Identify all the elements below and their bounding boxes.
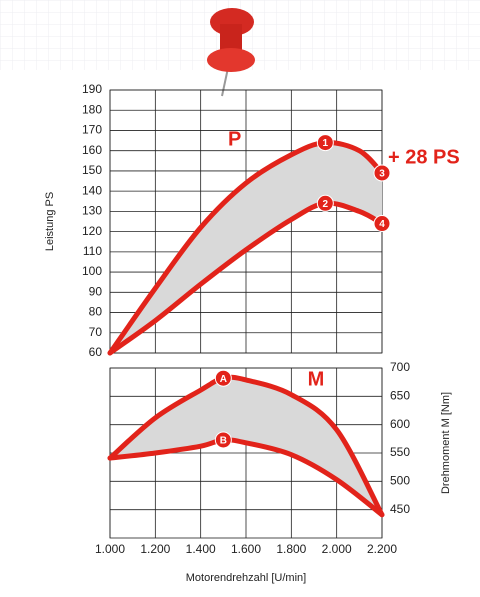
y-tick-label: 120: [82, 224, 102, 238]
y-tick-label: 160: [82, 143, 102, 157]
y-tick-label: 80: [89, 305, 103, 319]
y2-tick-label: 550: [390, 445, 410, 459]
y-tick-label: 60: [89, 345, 103, 359]
series-line: [107, 200, 385, 356]
series-line: [107, 140, 385, 356]
y-tick-label: 70: [89, 325, 103, 339]
y-tick-label: 140: [82, 183, 102, 197]
y-tick-label: 180: [82, 102, 102, 116]
y-tick-label: 100: [82, 264, 102, 278]
x-tick-label: 1.400: [186, 542, 216, 556]
y-tick-label: 90: [89, 284, 103, 298]
y2-tick-label: 650: [390, 389, 410, 403]
y2-tick-label: 450: [390, 502, 410, 516]
y2-tick-label: 500: [390, 474, 410, 488]
point-marker: [316, 134, 334, 152]
point-marker: [316, 194, 334, 212]
x-tick-label: 1.600: [231, 542, 261, 556]
x-tick-label: 1.000: [95, 542, 125, 556]
point-label: 3: [379, 169, 385, 180]
point-marker: [373, 215, 391, 233]
series-line: [107, 437, 385, 518]
y-tick-label: 130: [82, 204, 102, 218]
point-label: A: [220, 374, 227, 385]
annotation: P: [228, 128, 241, 150]
y2-tick-label: 600: [390, 417, 410, 431]
y-tick-label: 110: [83, 244, 102, 258]
x-tick-label: 1.200: [140, 542, 170, 556]
point-label: 4: [379, 219, 385, 230]
x-tick-label: 2.200: [367, 542, 397, 556]
x-tick-label: 2.000: [322, 542, 352, 556]
y2-axis-label: Drehmoment M [Nm]: [440, 392, 452, 494]
point-marker: [214, 431, 232, 449]
point-marker: [214, 369, 232, 387]
annotation: + 28 PS: [388, 146, 460, 168]
band-fill: [110, 377, 382, 515]
x-axis-label: Motorendrehzahl [U/min]: [186, 572, 306, 584]
x-tick-label: 1.800: [276, 542, 306, 556]
y-tick-label: 190: [82, 82, 102, 96]
point-marker: [373, 164, 391, 182]
pushpin: [207, 8, 255, 97]
series-line: [107, 374, 385, 518]
point-label: 2: [323, 199, 329, 210]
y-tick-label: 170: [82, 123, 102, 137]
y-tick-label: 150: [82, 163, 102, 177]
y-axis-label: Leistung PS: [44, 192, 56, 251]
annotation: M: [308, 368, 325, 390]
y2-tick-label: 700: [390, 360, 410, 374]
point-label: 1: [323, 138, 329, 149]
point-label: B: [220, 436, 227, 447]
